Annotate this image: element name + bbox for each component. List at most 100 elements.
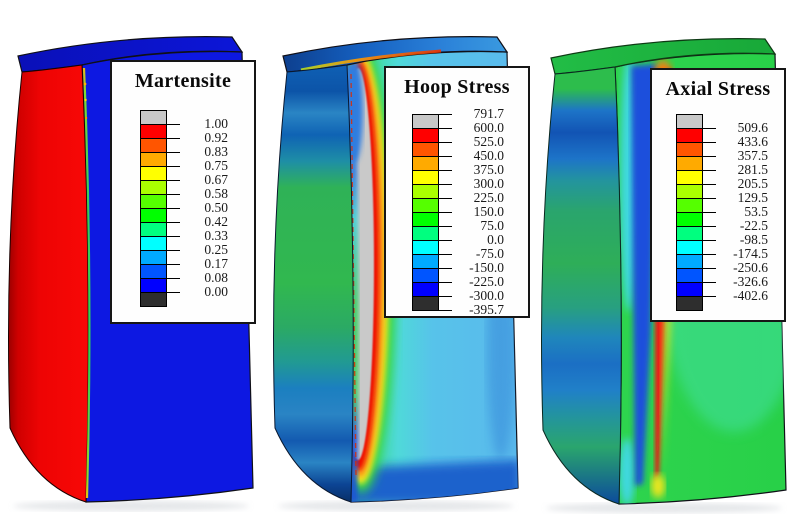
tick-label: 509.6 xyxy=(737,120,768,135)
tick-label: -174.5 xyxy=(733,246,768,261)
colorbar-cell xyxy=(676,212,703,227)
tick-line xyxy=(167,138,180,139)
cyan-band-bottom xyxy=(619,438,635,505)
tick-line xyxy=(703,142,716,143)
tick-label: -225.0 xyxy=(469,274,504,289)
colorbar-cell xyxy=(140,152,167,167)
tick-line xyxy=(703,170,716,171)
tick-label: 0.50 xyxy=(204,200,228,215)
tick-label: 450.0 xyxy=(473,148,504,163)
tick-line xyxy=(439,170,452,171)
tick-label: 0.33 xyxy=(204,228,228,243)
tick-label: -402.6 xyxy=(733,288,768,303)
tick-line xyxy=(703,254,716,255)
colorbar-cell xyxy=(412,226,439,241)
tick-line xyxy=(439,114,452,115)
tick-label: 0.83 xyxy=(204,144,228,159)
colorbar-cell xyxy=(412,240,439,255)
tick-line xyxy=(167,264,180,265)
yellow-bottom-tip xyxy=(651,474,665,498)
hoop-stress-colorbar: 791.7 600.0 525.0 450.0 375.0 300.0 225.0 150.0… xyxy=(386,68,528,317)
colorbar-cell xyxy=(412,296,439,311)
tick-label: 1.00 xyxy=(204,116,228,131)
colorbar-cell xyxy=(676,114,703,129)
tick-label: 281.5 xyxy=(737,162,768,177)
tick-label: -326.6 xyxy=(733,274,768,289)
transition-speck xyxy=(84,98,87,102)
tick-label: 300.0 xyxy=(473,176,504,191)
colorbar-cell xyxy=(676,240,703,255)
legend-title: Martensite xyxy=(134,70,232,92)
colorbar-cell xyxy=(412,198,439,213)
tick-label: 357.5 xyxy=(737,148,768,163)
tick-line xyxy=(703,184,716,185)
tick-label: 75.0 xyxy=(480,218,504,233)
colorbar-cell xyxy=(140,236,167,251)
tick-line xyxy=(439,310,452,311)
tick-line xyxy=(439,184,452,185)
tick-line xyxy=(167,180,180,181)
colorbar-cell xyxy=(412,212,439,227)
tick-line xyxy=(439,268,452,269)
weld-line xyxy=(350,73,357,477)
tick-line xyxy=(439,128,452,129)
colorbar-cell xyxy=(412,184,439,199)
tick-line xyxy=(703,156,716,157)
colorbar-cell xyxy=(412,156,439,171)
tick-line xyxy=(167,292,180,293)
colorbar-cell xyxy=(676,142,703,157)
tick-label: -395.7 xyxy=(469,302,504,317)
colorbar-cell xyxy=(412,170,439,185)
colorbar-cell xyxy=(140,110,167,125)
tick-label: 0.75 xyxy=(204,158,228,173)
colorbar-cell xyxy=(676,156,703,171)
transition-speck xyxy=(83,82,87,86)
colorbar-cell xyxy=(140,208,167,223)
colorbar-cell xyxy=(140,250,167,265)
tick-line xyxy=(703,282,716,283)
colorbar-cell xyxy=(140,292,167,307)
top-edge-hot-stripe xyxy=(300,49,442,72)
tick-label: 129.5 xyxy=(737,190,768,205)
colorbar-cell xyxy=(140,264,167,279)
tick-label: 205.5 xyxy=(737,176,768,191)
tick-line xyxy=(439,212,452,213)
martensite-colorbar: 1.00 0.92 0.83 0.75 0.67 0.58 0.50 0.42 0.33 0.25… xyxy=(112,62,254,322)
tick-line xyxy=(167,278,180,279)
tick-label: 0.0 xyxy=(487,232,504,247)
tick-label: -150.0 xyxy=(469,260,504,275)
colorbar-cell xyxy=(412,282,439,297)
model-shadow xyxy=(13,501,249,511)
colorbar-cell xyxy=(676,254,703,269)
tick-line xyxy=(703,240,716,241)
tick-label: -300.0 xyxy=(469,288,504,303)
tick-line xyxy=(703,198,716,199)
tick-line xyxy=(167,194,180,195)
colorbar-cell xyxy=(412,268,439,283)
colorbar-cell xyxy=(676,184,703,199)
colorbar-cell xyxy=(140,278,167,293)
colorbar-cell xyxy=(140,222,167,237)
tick-label: 150.0 xyxy=(473,204,504,219)
tick-line xyxy=(439,254,452,255)
tick-line xyxy=(439,142,452,143)
colorbar-cell xyxy=(140,138,167,153)
tick-line xyxy=(703,212,716,213)
tick-label: 0.92 xyxy=(204,130,228,145)
tick-label: 53.5 xyxy=(744,204,768,219)
tick-line xyxy=(167,236,180,237)
tick-label: 225.0 xyxy=(473,190,504,205)
axial-stress-legend: Axial Stress 509.6 433.6 357.5 281.5 205.5 12… xyxy=(650,68,786,322)
tick-label: -75.0 xyxy=(475,246,504,261)
tick-line xyxy=(703,128,716,129)
colorbar-cell xyxy=(676,170,703,185)
colorbar-cell xyxy=(676,198,703,213)
colorbar-cell xyxy=(676,282,703,297)
tick-line xyxy=(167,124,180,125)
tick-line xyxy=(439,156,452,157)
model-shadow xyxy=(546,503,782,513)
colorbar-cell xyxy=(140,194,167,209)
legend-title: Hoop Stress xyxy=(404,76,510,98)
tick-line xyxy=(439,296,452,297)
